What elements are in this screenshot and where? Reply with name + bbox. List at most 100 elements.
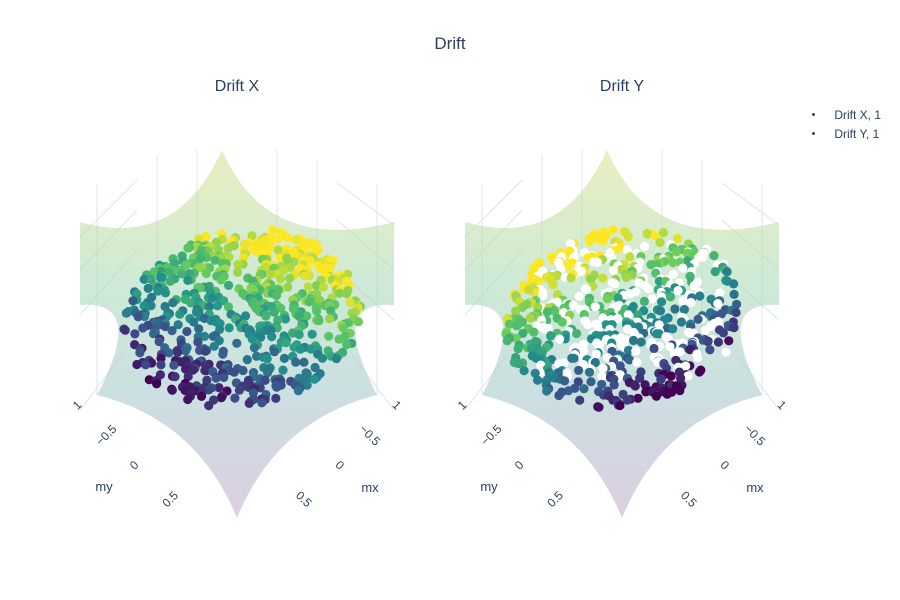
scene-drift-y[interactable]: 1 −0.5 0 0.5 1 −0.5 0 0.5 my mx [455,150,790,518]
data-point [186,298,196,308]
data-point [724,336,734,346]
data-point [182,326,192,337]
data-point [234,385,244,395]
data-point [542,386,552,396]
data-point [200,346,210,356]
data-point [519,366,529,376]
data-point [149,267,159,277]
data-point [223,243,233,253]
data-point [631,346,641,356]
data-point [633,393,643,403]
data-point [146,301,156,311]
data-point [693,353,703,363]
data-point [542,307,553,317]
x-tick-label: 0.5 [293,488,315,510]
data-point [668,258,678,268]
data-point [294,329,304,340]
data-point [189,317,199,327]
scene-drift-x[interactable]: 1 −0.5 0 0.5 1 −0.5 0 0.5 my mx [70,150,405,518]
grid-line [336,182,395,226]
data-point [232,338,242,348]
data-point [555,334,565,344]
data-point [569,353,579,363]
data-point [574,365,584,375]
data-point [693,314,703,324]
x-axis-label: mx [746,480,764,495]
data-point [307,329,317,339]
data-point [586,377,596,387]
data-point [639,296,650,306]
data-point [594,402,604,412]
y-tick-label: 1 [70,398,85,413]
data-point [731,307,741,318]
data-point [703,337,713,347]
data-point [263,368,273,378]
data-point [219,372,229,382]
data-point [529,327,539,337]
data-point [729,289,739,299]
data-point [241,311,251,321]
data-point [729,279,739,289]
data-point [279,353,289,363]
data-point [302,380,312,390]
data-point [120,325,130,335]
legend-item-drift-x[interactable]: Drift X, 1 [808,106,881,125]
data-point [214,383,224,393]
data-point [560,376,570,386]
data-point [675,386,685,396]
data-point [183,371,193,382]
data-point [655,237,665,248]
data-point [211,373,221,383]
data-point [643,284,654,294]
data-point [602,294,613,304]
grid-line [721,182,780,226]
data-point [176,357,186,367]
data-point [630,381,640,391]
data-point [170,258,180,268]
data-point [656,374,666,384]
data-point [304,297,314,307]
data-point [651,391,662,401]
x-tick-label: 0 [718,458,733,473]
y-axis-label: my [480,479,498,494]
data-point [533,375,543,385]
data-point [718,328,729,338]
data-point [265,269,275,279]
data-point [291,235,301,245]
data-point [272,234,282,244]
data-point [138,323,148,333]
data-point [584,367,595,377]
data-point [281,338,291,348]
subplot-title-drift-x: Drift X [214,78,260,95]
data-point [710,267,720,277]
data-point [218,349,228,359]
data-point [273,245,283,255]
data-point [268,225,278,235]
data-point [665,342,675,352]
y-tick-label: −0.5 [478,422,505,449]
data-point [621,272,631,283]
x-tick-label: 0 [333,458,348,473]
data-point [598,273,608,283]
data-point [673,286,683,296]
data-point [168,298,178,308]
data-point [342,340,352,350]
data-point [164,348,174,358]
data-point [513,358,523,369]
data-point [173,347,183,357]
data-point [167,385,177,395]
data-point [582,284,592,294]
data-point [608,265,619,275]
legend-item-drift-y[interactable]: Drift Y, 1 [808,125,881,144]
data-point [345,297,355,307]
data-point [144,375,154,385]
data-point [597,371,607,381]
data-point [536,360,546,370]
data-point [257,398,267,408]
data-point [578,339,589,349]
data-point [262,354,272,364]
data-point [216,393,226,403]
data-point [139,274,149,284]
data-point [224,280,234,290]
